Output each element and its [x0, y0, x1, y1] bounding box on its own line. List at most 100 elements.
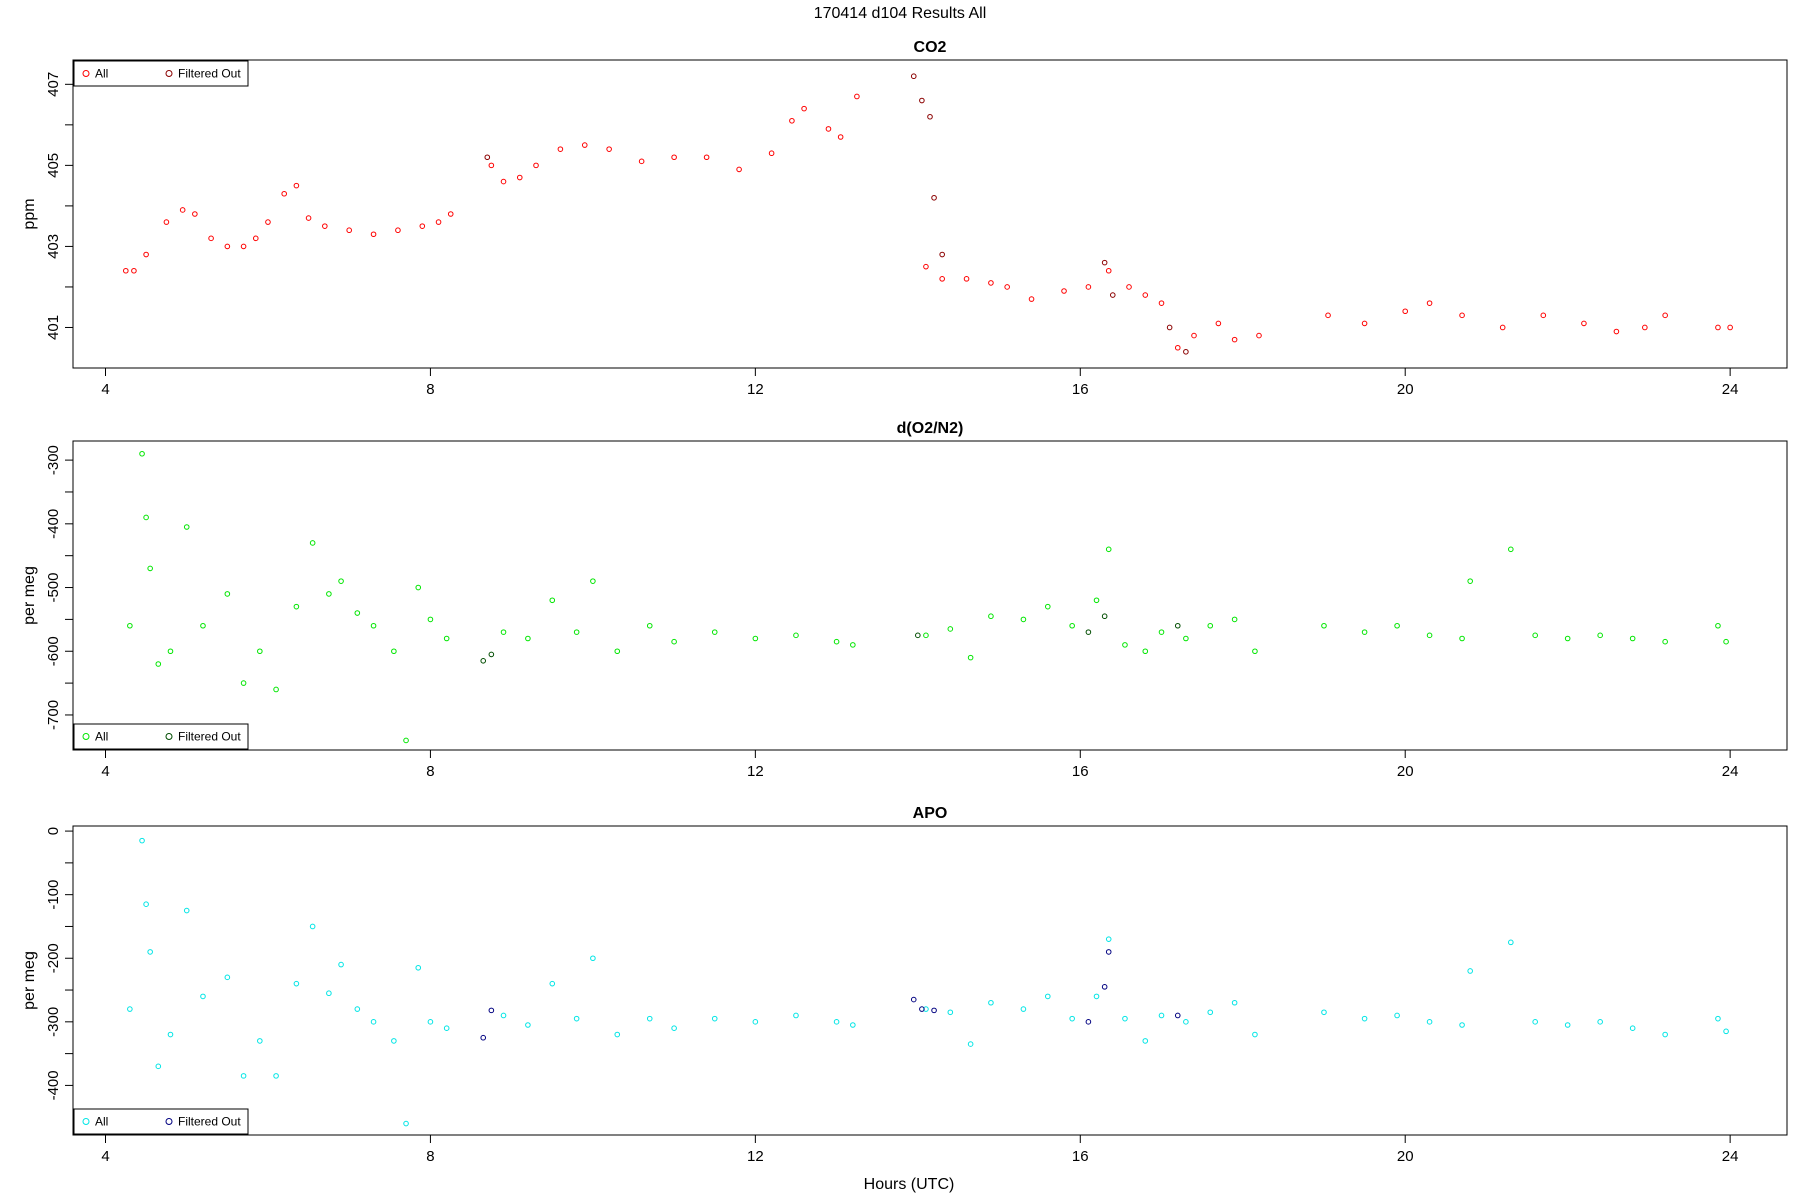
apo-point-all [1597, 1019, 1603, 1025]
chart-panels: CO2 ppm 4 8 12 16 20 24 401 403 405 407 All Filtered … [21, 39, 1788, 1165]
apo-point-all [1426, 1019, 1433, 1025]
co2-point-all [252, 235, 259, 242]
co2-legend: All Filtered Out [73, 60, 249, 87]
co2-y-tick-label: 407 [45, 72, 62, 97]
apo-x-tick-label: 16 [1072, 1148, 1089, 1165]
co2-x-tick-label: 24 [1722, 381, 1739, 398]
co2-legend-label: All [95, 67, 108, 81]
co2-point-all [123, 267, 129, 274]
co2-point-all [192, 211, 198, 217]
apo-point-all [1715, 1015, 1721, 1022]
o2-point-all [240, 680, 247, 686]
o2-point-all [427, 616, 434, 623]
co2-point-all [1105, 267, 1112, 274]
o2-point-all [1508, 546, 1514, 553]
co2-point-all [854, 93, 860, 100]
o2-point-filtered [480, 658, 487, 664]
co2-point-all [1613, 328, 1620, 335]
apo-point-all [127, 1006, 133, 1012]
apo-point-all [293, 980, 300, 987]
apo-plot-frame [72, 825, 1788, 1136]
co2-point-all [179, 207, 186, 213]
o2-x-tick-label: 4 [101, 763, 109, 780]
o2-point-all [1158, 629, 1165, 635]
o2-point-all [1231, 616, 1238, 623]
apo-y-tick-label: -200 [45, 943, 62, 973]
apo-point-all [525, 1022, 531, 1028]
co2-point-all [1256, 332, 1262, 339]
apo-point-all [354, 1006, 361, 1012]
co2-point-all [281, 190, 288, 197]
o2-point-all [1183, 635, 1189, 642]
o2-point-all [183, 524, 190, 530]
apo-point-all [403, 1120, 409, 1127]
o2-point-all [752, 635, 759, 642]
apo-point-all [427, 1019, 434, 1025]
apo-point-all [573, 1015, 580, 1022]
apo-point-all [326, 990, 332, 997]
o2-x-tick-label: 8 [426, 763, 434, 780]
co2-point-all [1361, 320, 1368, 327]
co2-point-all [143, 251, 149, 258]
apo-legend-box [73, 1108, 249, 1135]
o2-y-tick-label: -600 [45, 636, 62, 666]
o2-point-all [947, 626, 954, 632]
co2-point-all [1191, 332, 1197, 339]
o2-point-all [967, 654, 974, 661]
o2-legend-marker [165, 733, 173, 740]
co2-x-tick-label: 8 [426, 381, 434, 398]
o2-x-tick-label: 12 [747, 763, 764, 780]
o2-point-all [1394, 622, 1400, 629]
o2-point-all [923, 632, 929, 639]
apo-point-all [167, 1031, 174, 1038]
co2-point-all [500, 178, 507, 185]
apo-point-all [1394, 1012, 1400, 1019]
apo-point-all [240, 1073, 247, 1079]
o2-legend-label: All [95, 730, 108, 744]
apo-point-all [833, 1019, 840, 1025]
apo-point-filtered [1101, 984, 1108, 990]
apo-point-all [224, 974, 231, 981]
co2-point-all [516, 174, 523, 181]
co2-point-all [1215, 320, 1222, 327]
co2-legend-label: Filtered Out [178, 67, 241, 81]
apo-point-filtered [480, 1034, 487, 1041]
co2-point-all [1662, 312, 1668, 319]
co2-point-filtered [931, 194, 937, 201]
o2-point-all [1564, 635, 1571, 642]
o2-point-all [614, 648, 621, 655]
co2-y-tick-label: 403 [45, 234, 62, 259]
co2-point-all [488, 162, 495, 169]
o2-point-all [646, 622, 653, 629]
o2-point-all [1459, 635, 1465, 642]
co2-point-all [581, 142, 588, 148]
o2-point-all [147, 565, 153, 572]
apo-point-all [923, 1006, 929, 1012]
o2-point-all [143, 514, 149, 521]
apo-y-tick-label: 0 [45, 827, 62, 835]
o2-point-all [443, 635, 450, 642]
apo-legend-label: Filtered Out [178, 1115, 241, 1129]
o2-chart-title: d(O2/N2) [897, 420, 964, 437]
co2-legend-marker [82, 70, 90, 77]
o2-point-all [711, 629, 718, 635]
o2-point-all [1532, 632, 1538, 639]
apo-point-all [752, 1019, 759, 1025]
co2-point-all [1028, 296, 1035, 302]
o2-point-filtered [1174, 622, 1181, 629]
apo-point-all [1532, 1019, 1538, 1025]
co2-point-all [1325, 312, 1331, 319]
o2-point-all [273, 686, 279, 693]
apo-point-all [443, 1025, 450, 1031]
apo-point-all [1662, 1031, 1668, 1038]
apo-point-all [183, 907, 190, 914]
o2-point-all [1361, 629, 1368, 635]
co2-point-all [419, 223, 426, 229]
co2-x-tick-label: 4 [101, 381, 109, 398]
apo-point-all [155, 1063, 162, 1070]
apo-legend-label: All [95, 1115, 108, 1129]
apo-point-all [1467, 968, 1473, 974]
o2-point-filtered [488, 651, 495, 658]
apo-point-all [143, 901, 149, 908]
co2-point-all [703, 154, 710, 161]
